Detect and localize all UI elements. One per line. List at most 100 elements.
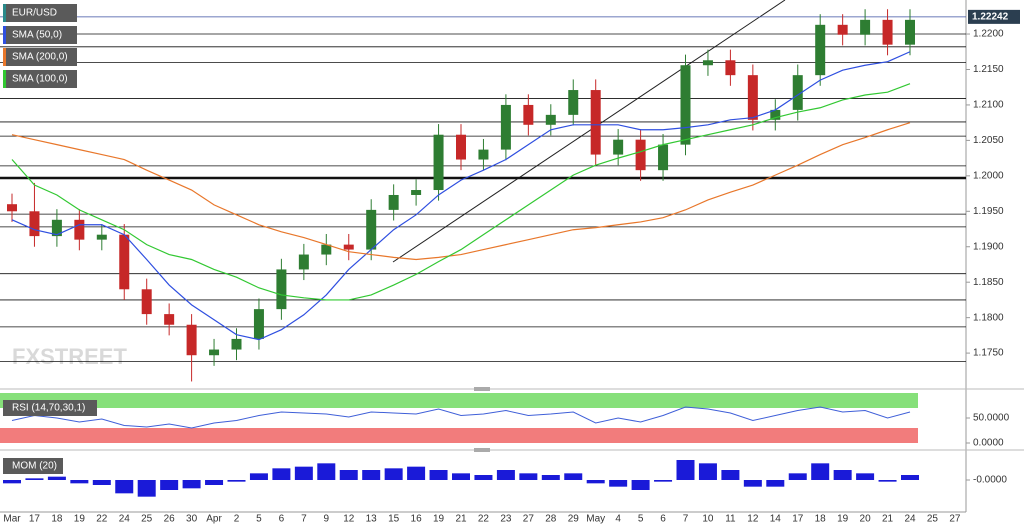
legend-swatch [3, 4, 6, 22]
mom-bar [249, 473, 268, 480]
x-tick-label: 30 [186, 514, 198, 525]
y-tick-label: 1.1850 [973, 277, 1004, 288]
x-tick-label: 12 [343, 514, 355, 525]
mom-bar [698, 463, 717, 480]
mom-bar [137, 480, 156, 497]
y-tick-label: -0.0000 [973, 475, 1007, 486]
legend-item[interactable]: SMA (50,0) [3, 26, 77, 44]
candle-body [29, 211, 40, 237]
x-tick-label: 17 [29, 514, 41, 525]
x-tick-label: 22 [478, 514, 490, 525]
x-tick-label: 20 [860, 514, 872, 525]
logo: FXSTREET [12, 344, 127, 369]
legend-label: SMA (200,0) [12, 52, 68, 63]
sma-line [11, 122, 911, 261]
legend-item[interactable]: SMA (100,0) [3, 70, 77, 88]
candle-body [500, 104, 511, 150]
x-tick-label: 7 [683, 514, 689, 525]
x-tick-label: 16 [411, 514, 423, 525]
candle-body [164, 314, 175, 325]
mom-bar [631, 480, 650, 490]
indicator-label-box [3, 458, 63, 474]
x-tick-label: 28 [545, 514, 557, 525]
x-tick-label: 27 [523, 514, 535, 525]
mom-bar [654, 480, 673, 482]
candle-body [590, 90, 601, 155]
x-tick-label: 18 [815, 514, 827, 525]
candle-body [792, 75, 803, 110]
legend-swatch [3, 70, 6, 88]
candle-body [411, 190, 422, 195]
x-tick-label: 2 [234, 514, 240, 525]
x-tick-label: 11 [725, 514, 736, 525]
indicator-label: MOM (20) [12, 461, 57, 472]
candle-body [366, 209, 377, 250]
y-tick-label: 1.1800 [973, 312, 1004, 323]
mom-bar [609, 480, 628, 487]
candle-body [74, 219, 85, 240]
last-price-box [968, 9, 1020, 24]
y-tick-label: 1.2050 [973, 135, 1004, 146]
x-tick-label: 7 [301, 514, 307, 525]
candle-body [882, 19, 893, 45]
x-tick-label: 23 [500, 514, 512, 525]
candle-body [905, 19, 915, 45]
y-tick-label: 1.1900 [973, 241, 1004, 252]
candle-body [298, 254, 309, 270]
panel-handle[interactable] [474, 387, 490, 391]
candle-body [276, 269, 287, 310]
candle-body [635, 139, 646, 171]
mom-bar [294, 466, 313, 480]
mom-bar [474, 475, 493, 480]
sma-line [11, 51, 911, 341]
x-tick-label: 6 [660, 514, 666, 525]
mom-bar [115, 480, 134, 494]
mom-bar [676, 460, 695, 480]
y-tick-label: 1.1750 [973, 348, 1004, 359]
x-tick-label: 19 [74, 514, 86, 525]
candle-body [478, 149, 489, 160]
candle-body [568, 90, 579, 115]
x-tick-label: 21 [882, 514, 894, 525]
mom-bar [721, 470, 740, 480]
mom-bar [317, 463, 336, 480]
x-tick-label: 5 [638, 514, 644, 525]
trend-line [392, 0, 786, 263]
x-tick-label: 10 [702, 514, 714, 525]
y-tick-label: 1.2100 [973, 100, 1004, 111]
mom-bar [878, 480, 897, 482]
legend-box [3, 4, 77, 22]
mom-bar [856, 473, 875, 480]
legend-item[interactable]: EUR/USD [3, 4, 77, 22]
candle-body [702, 60, 713, 66]
x-tick-label: 21 [455, 514, 467, 525]
y-tick-label: 50.0000 [973, 413, 1010, 424]
last-price-label: 1.22242 [972, 12, 1009, 23]
legend-swatch [3, 26, 6, 44]
legend-label: SMA (100,0) [12, 74, 68, 85]
x-tick-label: Apr [206, 514, 222, 525]
mom-bar [496, 470, 515, 480]
x-tick-label: 15 [388, 514, 400, 525]
x-tick-label: 29 [568, 514, 580, 525]
x-tick-label: 13 [366, 514, 378, 525]
mom-bar [519, 473, 538, 480]
x-tick-label: 27 [949, 514, 961, 525]
candle-body [253, 309, 264, 339]
mom-bar [182, 480, 201, 489]
y-tick-label: 0.0000 [973, 438, 1004, 449]
legend-swatch [3, 48, 6, 66]
mom-bar [429, 470, 448, 480]
candle-body [321, 244, 332, 255]
y-tick-label: 1.2150 [973, 64, 1004, 75]
rsi-line [11, 406, 911, 429]
mom-bar [833, 470, 852, 480]
candle-body [456, 134, 466, 160]
legend-item[interactable]: SMA (200,0) [3, 48, 77, 66]
legend-box [3, 48, 77, 66]
legend-label: EUR/USD [12, 8, 57, 19]
panel-handle[interactable] [474, 448, 490, 452]
sma-line [11, 83, 911, 301]
x-tick-label: 9 [324, 514, 330, 525]
